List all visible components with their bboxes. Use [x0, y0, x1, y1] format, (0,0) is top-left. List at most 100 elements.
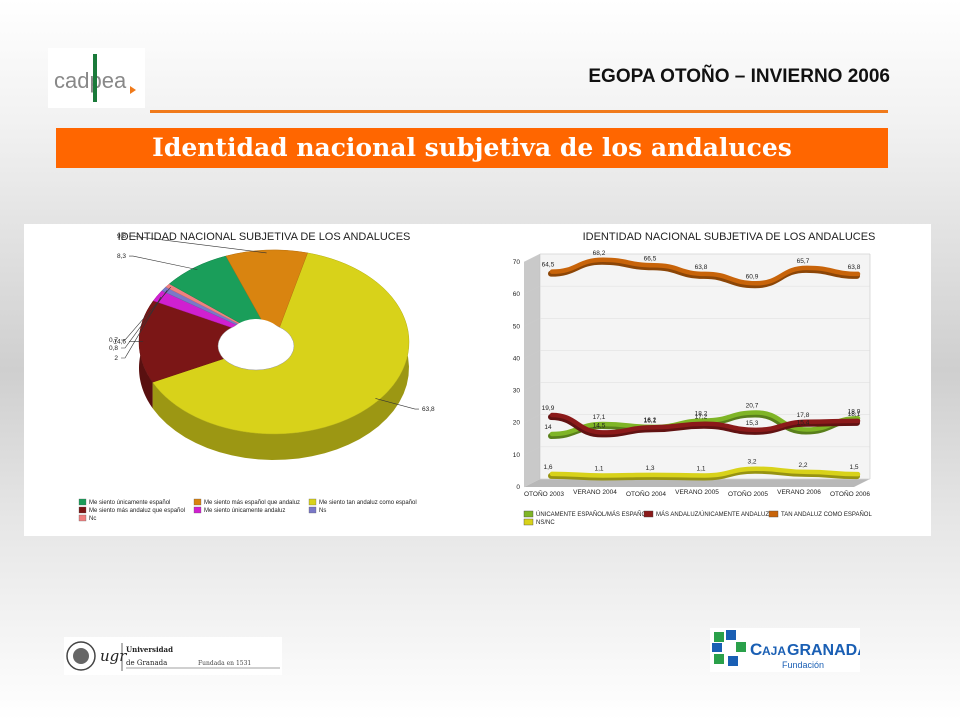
pie-leader-line	[121, 296, 162, 359]
pie-leader-line	[129, 235, 267, 254]
ugr-seal-center-icon	[73, 648, 89, 664]
grid-line-side	[523, 478, 541, 488]
line-yticks: 0 10 20 30 40 50 60 70	[513, 259, 521, 491]
series-data-label: 1,6	[543, 464, 552, 471]
pie-legend-swatch	[308, 498, 317, 506]
pie-chart: IDENTIDAD NACIONAL SUBJETIVA DE LOS ANDA…	[78, 231, 435, 522]
series-data-label: 18,9	[848, 408, 861, 415]
pie-legend: Me siento únicamente español Me siento má…	[78, 498, 417, 522]
pie-legend-label: Me siento únicamente andaluz	[204, 508, 285, 514]
cadpea-logo: cadpea	[48, 48, 145, 108]
grid-line-side	[523, 318, 541, 327]
x-tick-label: OTOÑO 2003	[524, 489, 564, 498]
line-chart-side-wall	[524, 254, 540, 487]
ugr-mark: ugr	[100, 647, 127, 665]
pie-legend-label: Me siento más español que andaluz	[204, 500, 300, 506]
line-legend-label: NS/NC	[536, 520, 555, 526]
line-legend-label: ÚNICAMENTE ESPAÑOL/MÁS ESPAÑOL	[536, 511, 650, 518]
ugr-founded: Fundada en 1531	[198, 660, 251, 667]
series-data-label: 65,7	[797, 258, 810, 265]
chart-panel: IDENTIDAD NACIONAL SUBJETIVA DE LOS ANDA…	[24, 224, 931, 536]
series-line	[549, 257, 861, 286]
line-legend-swatch	[523, 518, 534, 526]
header-title: EGOPA OTOÑO – INVIERNO 2006	[588, 66, 890, 87]
x-tick-label: OTOÑO 2004	[626, 489, 666, 498]
ugr-line1: Universidad	[126, 645, 173, 654]
line-series	[548, 257, 861, 481]
x-tick-label: VERANO 2006	[777, 489, 821, 496]
header-rule	[150, 110, 888, 113]
y-tick-label: 60	[513, 291, 521, 298]
line-chart: IDENTIDAD NACIONAL SUBJETIVA DE LOS ANDA…	[513, 231, 876, 526]
logo-green-bar	[93, 54, 97, 102]
grid-line-side	[523, 446, 541, 456]
line-chart-floor	[524, 479, 870, 487]
cajagranada-emblem-icon	[712, 630, 746, 666]
ugr-logo: ugr Universidad de Granada Fundada en 15…	[64, 637, 282, 675]
series-data-label: 15,4	[797, 420, 810, 427]
caja-city: GRANADA	[787, 642, 860, 659]
line-legend-swatch	[768, 510, 779, 518]
x-tick-label: OTOÑO 2005	[728, 489, 768, 498]
logo-triangle-icon	[130, 86, 136, 94]
series-data-label: 1,1	[594, 465, 603, 472]
line-xticks: OTOÑO 2003 VERANO 2004 OTOÑO 2004 VERANO 20…	[524, 489, 870, 498]
series-data-label: 1,5	[849, 464, 858, 471]
y-tick-label: 50	[513, 323, 521, 330]
pie-leader-line	[121, 286, 172, 341]
pie-legend-swatch	[193, 498, 202, 506]
line-legend: ÚNICAMENTE ESPAÑOL/MÁS ESPAÑOL MÁS ANDALU…	[523, 510, 872, 526]
grid-line-side	[523, 350, 541, 359]
pie-data-label: 2	[114, 355, 118, 362]
pie-data-label: 9,8	[117, 233, 126, 240]
y-tick-label: 30	[513, 388, 521, 395]
series-data-label: 17,1	[593, 414, 606, 421]
series-data-label: 64,5	[542, 262, 555, 269]
pie-legend-label: Ns	[319, 508, 326, 514]
pie-slice	[225, 249, 308, 343]
caja-prefix: C	[750, 640, 762, 659]
series-data-label: 1,3	[645, 465, 654, 472]
ugr-seal-icon	[66, 641, 96, 671]
y-tick-label: 20	[513, 420, 521, 427]
series-data-label: 19,9	[542, 405, 555, 412]
pie-data-label: 8,3	[117, 253, 126, 260]
grid-line-side	[523, 414, 541, 423]
line-legend-label: MÁS ANDALUZ/ÚNICAMENTE ANDALUZ	[656, 511, 769, 518]
grid-line-side	[523, 382, 541, 391]
pie-leader-line	[121, 290, 168, 349]
series-data-label: 63,8	[848, 264, 861, 271]
line-legend-label: TAN ANDALUZ COMO ESPAÑOL	[781, 511, 872, 518]
series-line	[549, 412, 861, 435]
pie-legend-label: Me siento más andaluz que español	[89, 508, 185, 514]
series-data-label: 14	[544, 424, 552, 431]
pie-legend-swatch	[78, 506, 87, 514]
series-line	[549, 466, 861, 478]
x-tick-label: OTOÑO 2006	[830, 489, 870, 498]
line-chart-back-wall	[539, 253, 871, 480]
y-tick-label: 0	[516, 484, 520, 491]
pie-data-label: 14,6	[113, 338, 126, 345]
caja-sub: Fundación	[782, 660, 824, 670]
pie-legend-swatch	[78, 514, 87, 522]
pie-data-label: 0,7	[109, 337, 118, 344]
series-data-label: 15,3	[746, 420, 759, 427]
line-legend-swatch	[643, 510, 654, 518]
series-data-label: 2,2	[798, 462, 807, 469]
line-legend-swatch	[523, 510, 534, 518]
series-data-label: 3,2	[747, 459, 756, 466]
series-data-label: 17,2	[695, 414, 708, 421]
pie-data-label: 63,8	[422, 406, 435, 413]
series-data-label: 17,8	[797, 412, 810, 419]
pie-leader-line	[129, 255, 198, 270]
series-data-label: 1,1	[696, 465, 705, 472]
pie-hole	[227, 319, 285, 365]
series-data-label: 18,1	[848, 411, 861, 418]
pie-legend-label: Me siento únicamente español	[89, 500, 170, 506]
pie-legend-swatch	[78, 498, 87, 506]
series-data-label: 68,2	[593, 250, 606, 257]
y-tick-label: 70	[513, 259, 521, 266]
series-data-label: 16,1	[644, 417, 657, 424]
series-data-label: 66,5	[644, 255, 657, 262]
pie-legend-swatch	[308, 506, 317, 514]
